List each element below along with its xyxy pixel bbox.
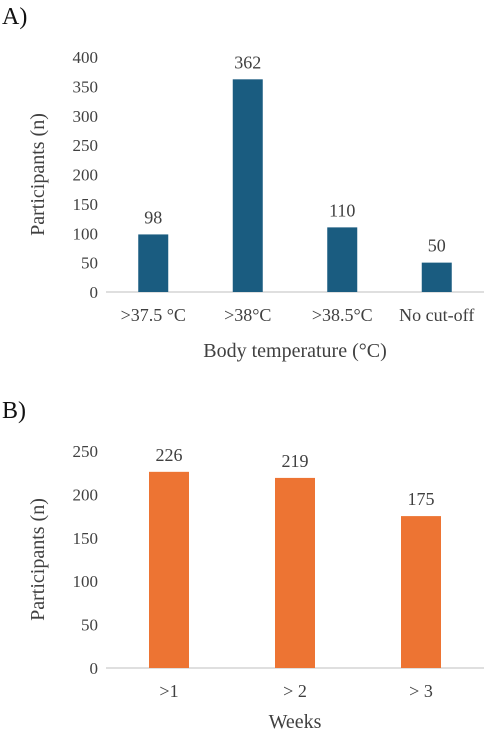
y-axis-title: Participants (n) — [27, 113, 49, 236]
y-tick-label: 400 — [73, 48, 99, 67]
y-tick-label: 250 — [73, 442, 99, 461]
data-label: 175 — [408, 489, 435, 509]
y-tick-label: 50 — [81, 616, 98, 635]
bar — [232, 79, 263, 292]
bar — [421, 262, 452, 292]
y-tick-label: 250 — [73, 136, 99, 155]
data-label: 110 — [329, 200, 355, 220]
y-tick-label: 300 — [73, 107, 99, 126]
y-tick-label: 150 — [73, 529, 99, 548]
x-tick-label: >38.5°C — [312, 305, 373, 325]
panel-b-label: B) — [2, 398, 26, 424]
x-tick-label: No cut-off — [399, 305, 474, 325]
data-label: 50 — [428, 236, 446, 256]
y-tick-label: 150 — [73, 195, 99, 214]
y-tick-label: 100 — [73, 224, 99, 243]
x-axis-title: Weeks — [269, 711, 322, 733]
y-tick-label: 0 — [90, 659, 99, 678]
x-tick-label: >38°C — [224, 305, 271, 325]
bar — [149, 471, 189, 668]
bar — [401, 516, 441, 668]
data-label: 226 — [156, 445, 183, 465]
bar — [327, 227, 358, 292]
panel-a-label: A) — [2, 4, 28, 30]
y-tick-label: 0 — [90, 283, 99, 302]
bar — [275, 477, 315, 668]
x-axis-title: Body temperature (°C) — [203, 340, 387, 362]
x-tick-label: > 2 — [283, 681, 307, 701]
y-tick-label: 200 — [73, 166, 99, 185]
y-tick-label: 200 — [73, 485, 99, 504]
x-tick-label: > 3 — [409, 681, 433, 701]
x-tick-label: >1 — [159, 681, 178, 701]
y-tick-label: 350 — [73, 77, 99, 96]
y-tick-label: 50 — [81, 254, 98, 273]
y-axis-title: Participants (n) — [27, 498, 49, 621]
data-label: 362 — [234, 52, 261, 72]
data-label: 219 — [282, 451, 309, 471]
y-tick-label: 100 — [73, 572, 99, 591]
data-label: 98 — [144, 207, 162, 227]
bar — [138, 234, 169, 292]
x-tick-label: >37.5 °C — [121, 305, 186, 325]
